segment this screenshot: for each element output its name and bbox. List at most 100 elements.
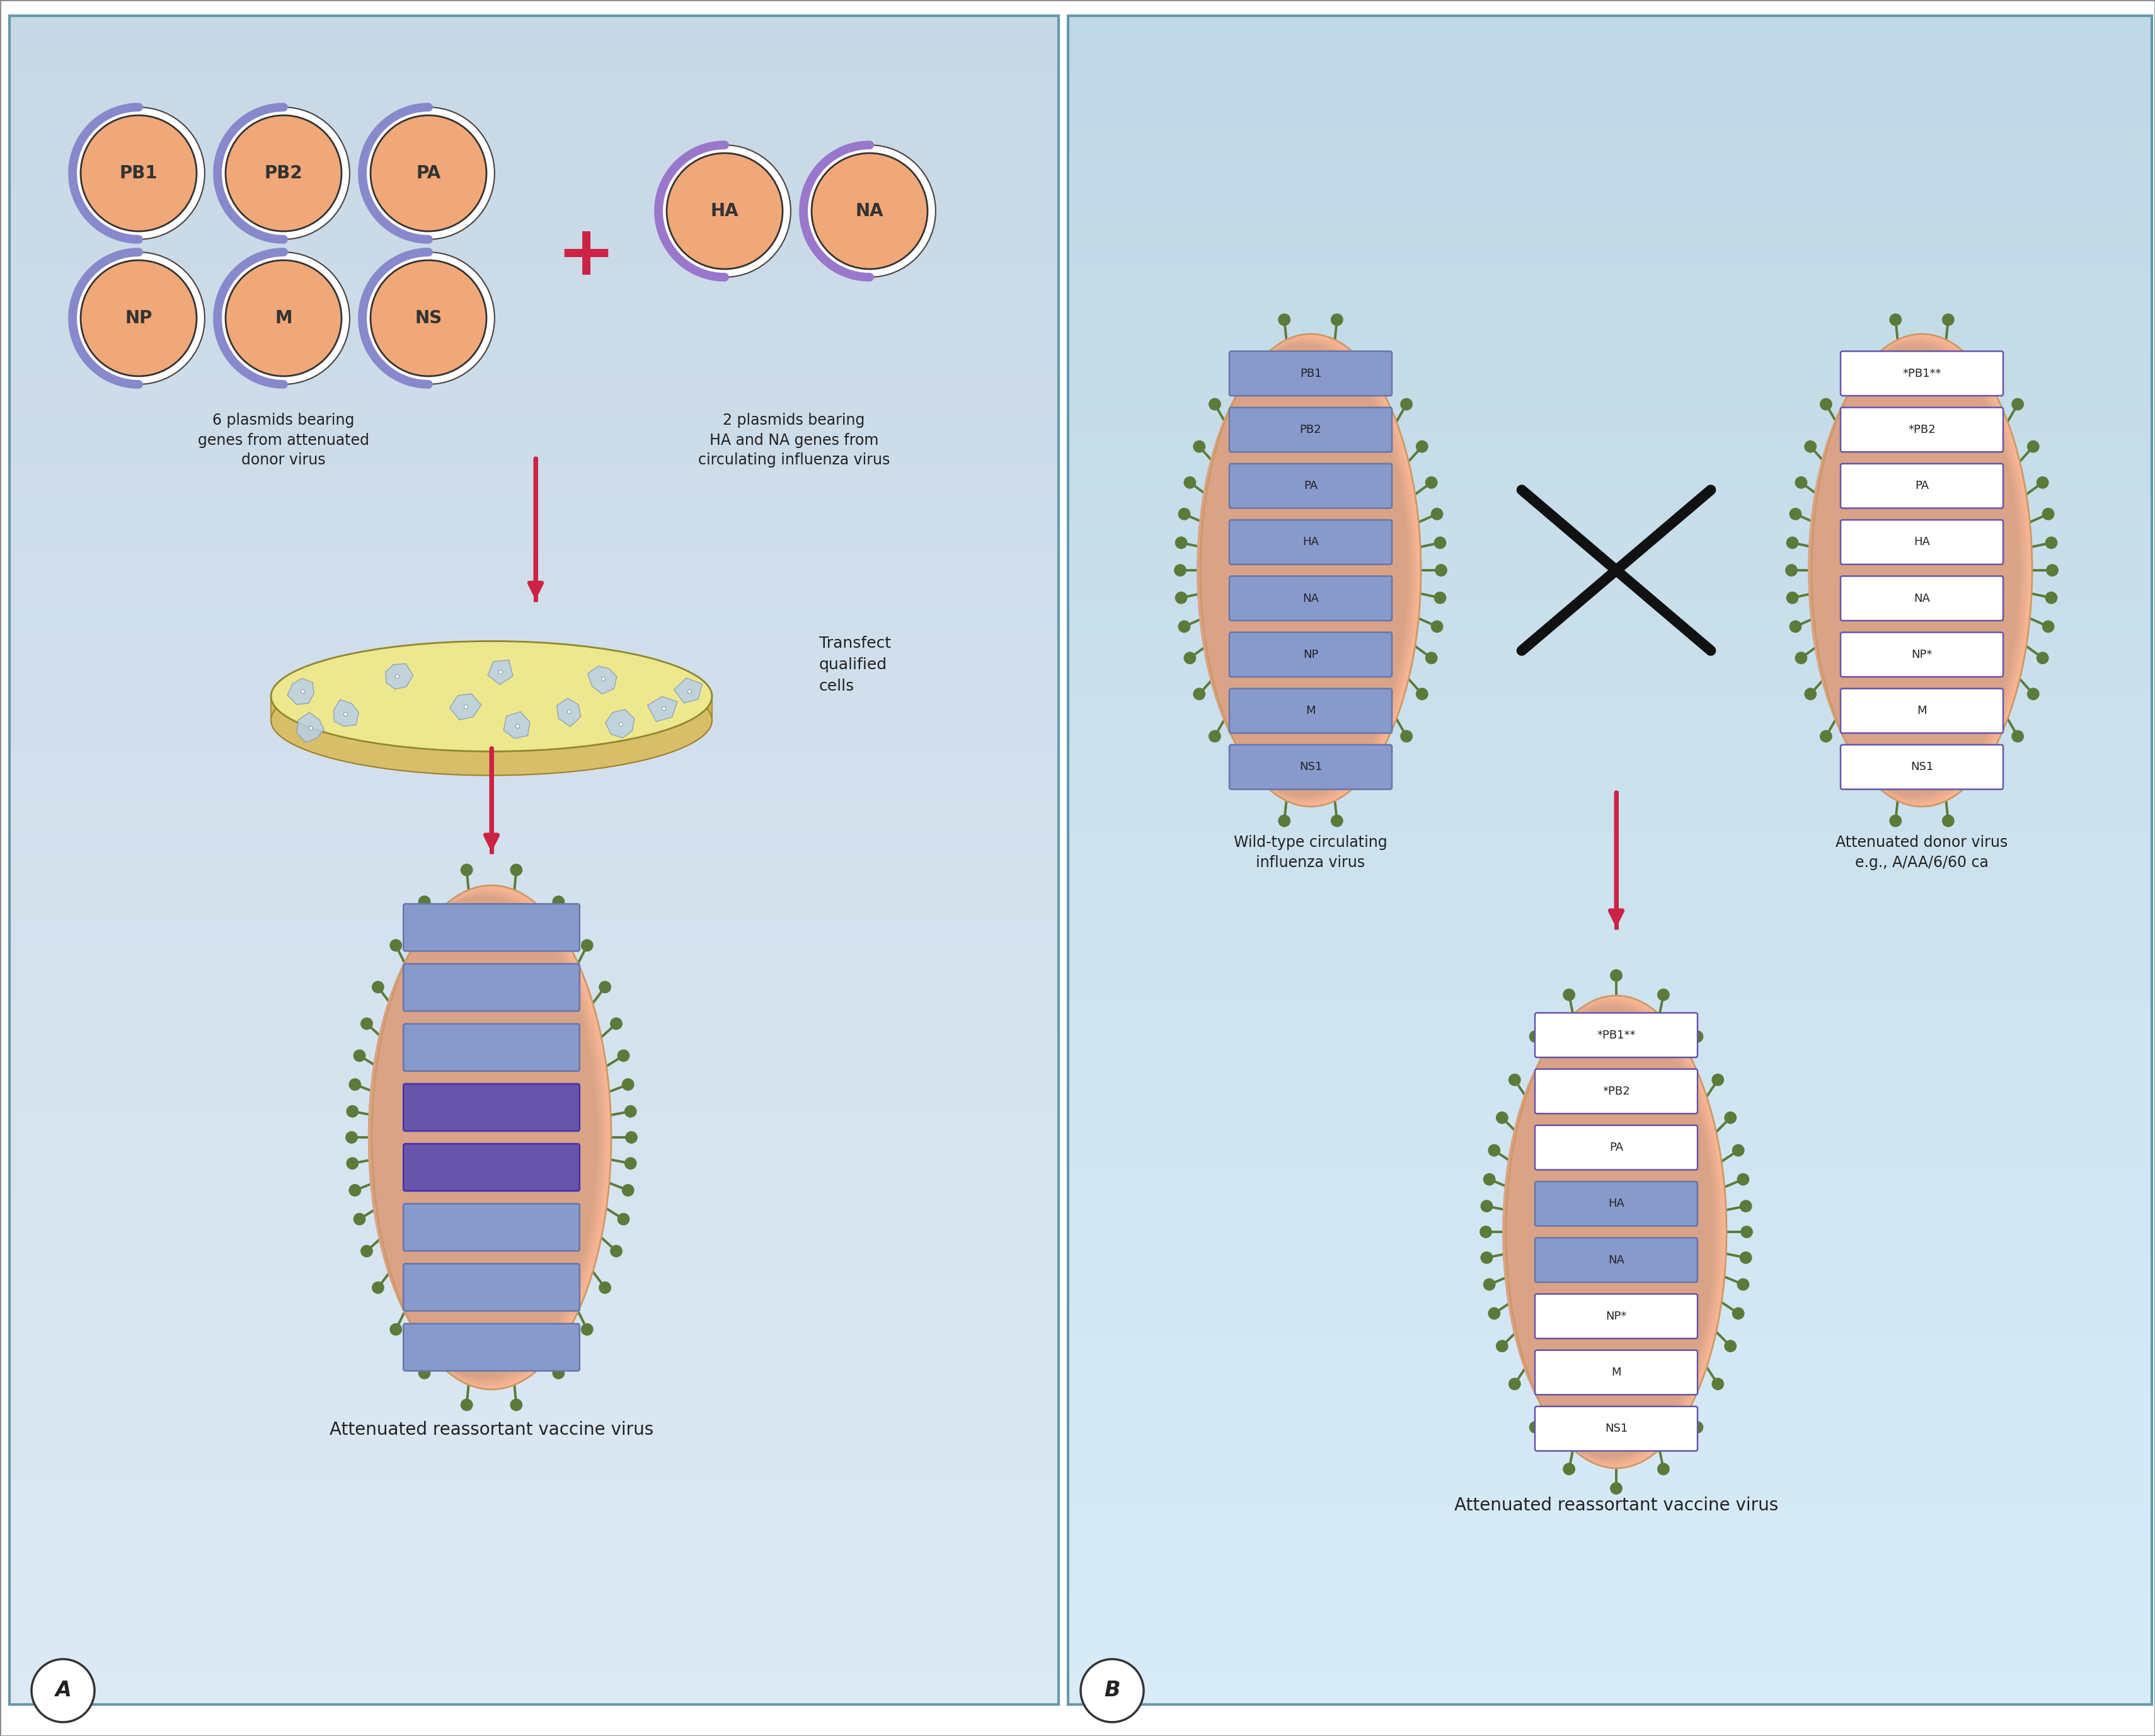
- Circle shape: [1174, 536, 1187, 549]
- Circle shape: [1724, 1340, 1737, 1352]
- Bar: [9, 1647, 1058, 1677]
- Ellipse shape: [1810, 339, 2026, 802]
- Text: Attenuated reassortant vaccine virus: Attenuated reassortant vaccine virus: [1455, 1496, 1778, 1514]
- Ellipse shape: [1810, 342, 2024, 799]
- Text: Wild-type circulating
influenza virus: Wild-type circulating influenza virus: [1235, 835, 1388, 870]
- Ellipse shape: [1504, 1002, 1720, 1463]
- Bar: [9, 635, 1058, 663]
- Circle shape: [1795, 653, 1806, 663]
- Bar: [9, 719, 1058, 748]
- Circle shape: [1786, 536, 1797, 549]
- Bar: [9, 1170, 1058, 1198]
- Circle shape: [2028, 441, 2039, 453]
- Circle shape: [347, 1158, 358, 1168]
- Text: PB1: PB1: [1299, 368, 1321, 378]
- Circle shape: [371, 115, 487, 231]
- Circle shape: [1209, 399, 1220, 410]
- Circle shape: [618, 1213, 629, 1226]
- Text: A: A: [54, 1680, 71, 1701]
- Bar: [1069, 1592, 2153, 1620]
- Circle shape: [1804, 441, 1817, 453]
- Circle shape: [1235, 351, 1248, 363]
- FancyBboxPatch shape: [1228, 519, 1392, 564]
- Bar: [1069, 859, 2153, 889]
- Ellipse shape: [1198, 340, 1414, 800]
- Ellipse shape: [272, 665, 711, 776]
- Bar: [9, 241, 1058, 269]
- Circle shape: [461, 1399, 472, 1411]
- Circle shape: [353, 1050, 366, 1061]
- Circle shape: [1332, 814, 1343, 826]
- Circle shape: [1431, 621, 1444, 632]
- Bar: [9, 297, 1058, 325]
- Text: M: M: [276, 309, 293, 326]
- Circle shape: [1692, 1031, 1702, 1042]
- FancyBboxPatch shape: [1534, 1012, 1698, 1057]
- Bar: [1069, 804, 2153, 832]
- Circle shape: [2036, 653, 2049, 663]
- Bar: [1069, 1029, 2153, 1057]
- Bar: [1069, 101, 2153, 128]
- Circle shape: [812, 153, 927, 269]
- Ellipse shape: [1504, 1000, 1722, 1463]
- Text: NS1: NS1: [1299, 762, 1321, 773]
- Circle shape: [1562, 990, 1575, 1000]
- Bar: [1069, 1424, 2153, 1451]
- Ellipse shape: [1200, 333, 1420, 807]
- Circle shape: [1179, 621, 1190, 632]
- Ellipse shape: [1810, 342, 2021, 799]
- Bar: [1069, 1507, 2153, 1536]
- Circle shape: [362, 252, 493, 384]
- Circle shape: [1733, 1144, 1743, 1156]
- FancyBboxPatch shape: [1840, 632, 2004, 677]
- FancyBboxPatch shape: [1228, 689, 1392, 733]
- Bar: [1069, 1396, 2153, 1424]
- Ellipse shape: [1504, 1000, 1722, 1463]
- Ellipse shape: [1198, 342, 1412, 799]
- Circle shape: [2045, 536, 2058, 549]
- FancyBboxPatch shape: [403, 1144, 580, 1191]
- FancyBboxPatch shape: [1534, 1351, 1698, 1394]
- Ellipse shape: [1808, 345, 2019, 795]
- Ellipse shape: [369, 896, 597, 1378]
- Circle shape: [1483, 1279, 1496, 1290]
- Text: PA: PA: [1916, 481, 1929, 491]
- Ellipse shape: [1200, 337, 1418, 804]
- Circle shape: [1890, 314, 1901, 325]
- Bar: [1069, 156, 2153, 184]
- Ellipse shape: [1812, 335, 2032, 806]
- Circle shape: [623, 1078, 634, 1090]
- Ellipse shape: [369, 894, 601, 1380]
- Ellipse shape: [1504, 1005, 1715, 1458]
- Text: *PB2: *PB2: [1603, 1085, 1629, 1097]
- FancyBboxPatch shape: [1840, 745, 2004, 790]
- Polygon shape: [606, 710, 634, 738]
- Ellipse shape: [1810, 340, 2024, 800]
- Circle shape: [1985, 778, 1998, 790]
- Circle shape: [1610, 970, 1623, 981]
- Bar: [9, 776, 1058, 804]
- Bar: [1069, 1085, 2153, 1113]
- Bar: [1069, 1451, 2153, 1479]
- Text: PB2: PB2: [1299, 424, 1321, 436]
- Ellipse shape: [1506, 998, 1724, 1465]
- Circle shape: [1332, 314, 1343, 325]
- Circle shape: [1080, 1660, 1144, 1722]
- Ellipse shape: [1808, 345, 2019, 795]
- Bar: [1069, 1226, 2153, 1253]
- Circle shape: [2036, 477, 2049, 488]
- Bar: [9, 1451, 1058, 1479]
- Bar: [1069, 1170, 2153, 1198]
- Bar: [9, 1564, 1058, 1592]
- Bar: [9, 410, 1058, 437]
- Ellipse shape: [1810, 335, 2030, 806]
- Circle shape: [2043, 509, 2054, 519]
- Ellipse shape: [1810, 337, 2030, 804]
- Ellipse shape: [1198, 339, 1416, 802]
- Bar: [9, 608, 1058, 635]
- Bar: [9, 1253, 1058, 1283]
- FancyBboxPatch shape: [1228, 408, 1392, 451]
- Circle shape: [1435, 592, 1446, 604]
- Text: *PB2: *PB2: [1907, 424, 1935, 436]
- Bar: [1069, 16, 2153, 43]
